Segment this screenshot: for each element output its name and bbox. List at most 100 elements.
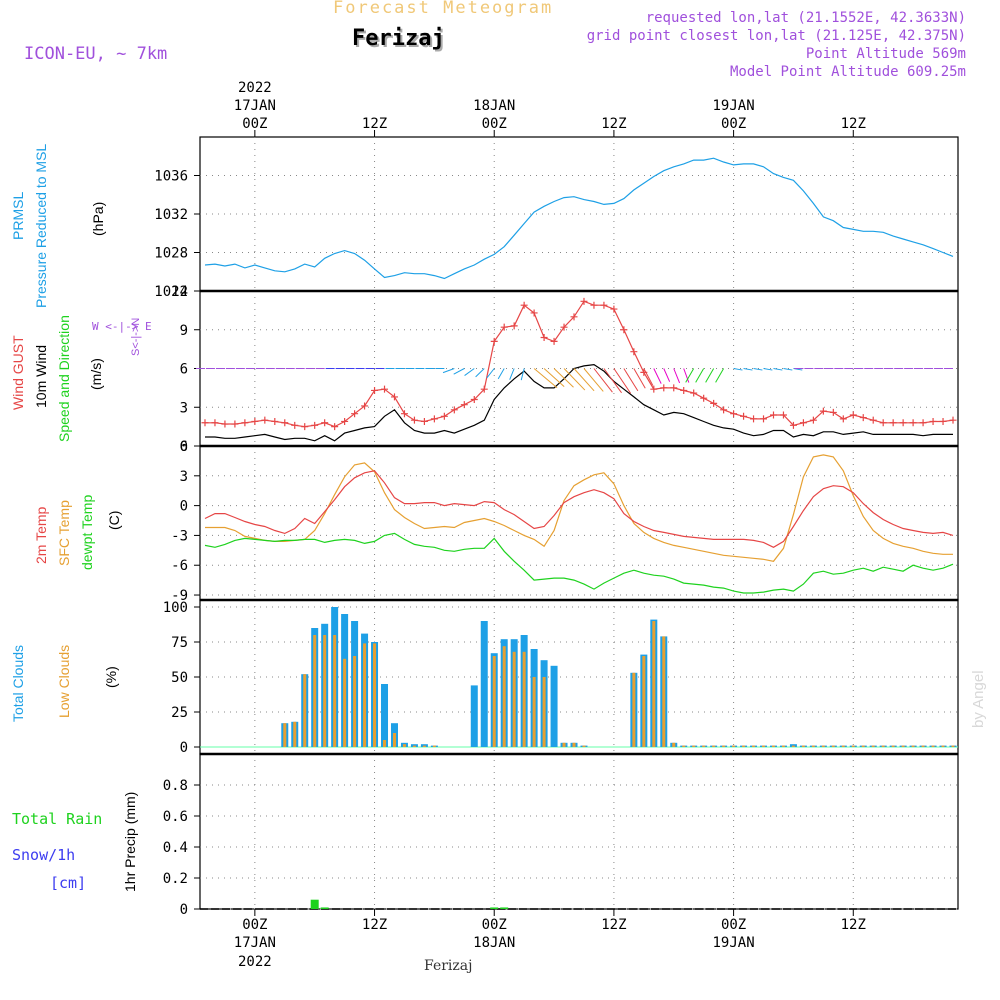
y-tick-label: 1036 (154, 169, 188, 185)
prmsl-label-2: Pressure Reduced to MSL (33, 143, 49, 308)
y-tick-label: 12 (171, 284, 188, 300)
y-tick-label: 0 (180, 740, 188, 756)
y-tick-label: 0 (180, 902, 188, 918)
t2m-line (204, 470, 954, 548)
wind-arrow (553, 368, 574, 388)
low-cloud-bar (941, 745, 945, 747)
dewpt-label: dewpt Temp (79, 494, 95, 570)
panel-frame (199, 753, 959, 910)
y-tick-label: 1028 (154, 246, 188, 262)
x-tick-label-bottom: 12Z (841, 917, 866, 933)
gust-marker (869, 416, 877, 424)
wind-arrow (613, 368, 632, 394)
x-tick-label-bottom: 00Z (242, 917, 267, 933)
gust-marker (201, 419, 209, 427)
low-cloud-bar (652, 621, 656, 747)
low-cloud-bar (742, 745, 746, 747)
y-tick-label: 0.2 (163, 871, 188, 887)
low-cloud-bar (502, 646, 506, 747)
low-cloud-bar (692, 745, 696, 747)
y-tick-label: 0.8 (163, 778, 188, 794)
low-cloud-bar (881, 745, 885, 747)
wind-arrow (763, 368, 773, 371)
gust-marker (730, 410, 738, 418)
low-cloud-bar (841, 745, 845, 747)
low-cloud-bar (323, 635, 327, 747)
wind-arrow (573, 368, 595, 392)
low-cloud-bar (732, 745, 736, 747)
low-cloud-bar (672, 742, 676, 747)
gust-marker (949, 416, 957, 424)
gust-marker (371, 386, 379, 394)
gust-marker (321, 419, 329, 427)
gust-marker (440, 412, 448, 420)
sfc-label: SFC Temp (56, 500, 72, 566)
x-tick-label-top: 00Z (721, 116, 746, 132)
gust-marker (221, 420, 229, 428)
x-year-label-top: 2022 (238, 80, 272, 96)
low-cloud-bar (512, 651, 516, 747)
low-cloud-bar (781, 745, 785, 747)
gust-marker (560, 323, 568, 331)
wind-arrow (705, 368, 715, 383)
low-cloud-bar (293, 721, 297, 747)
gust-marker (939, 417, 947, 425)
wind10-label: 10m Wind (33, 344, 49, 408)
wind-arrow (543, 368, 565, 387)
x-date-label-top: 19JAN (713, 98, 755, 114)
total-cloud-bar (480, 621, 488, 747)
wind-arrow (509, 368, 515, 380)
x-tick-label-bottom: 12Z (601, 917, 626, 933)
wind-arrow (653, 368, 662, 384)
snow-label: Snow/1h (12, 846, 76, 864)
rain-bar (320, 907, 329, 909)
gust-marker (281, 419, 289, 427)
gust-marker (819, 407, 827, 415)
gust-marker (550, 337, 558, 345)
x-date-label-top: 18JAN (473, 98, 515, 114)
gust-marker (769, 411, 777, 419)
model-name: ICON-EU, ~ 7km (24, 44, 168, 64)
model-point-altitude: Model Point Altitude 609.25m (729, 64, 966, 80)
gust-marker (381, 385, 389, 393)
gust-marker (680, 386, 688, 394)
low-cloud-bar (791, 745, 795, 747)
precip-unit: 1hr Precip (mm) (122, 791, 138, 892)
gust-marker (829, 408, 837, 416)
gust-marker (779, 411, 787, 419)
gust-marker (760, 415, 768, 423)
low-cloud-bar (801, 745, 805, 747)
gust-marker (750, 415, 758, 423)
low-cloud-bar (422, 745, 426, 747)
low-cloud-bar (383, 740, 387, 747)
t2m-label: 2m Temp (33, 506, 49, 564)
low-cloud-bar (771, 745, 775, 747)
rain-bar (490, 907, 499, 909)
x-tick-label-top: 00Z (242, 116, 267, 132)
gust-marker (570, 313, 578, 321)
gust-marker (630, 348, 638, 356)
gust-marker (700, 394, 708, 402)
y-tick-label: 0 (180, 439, 188, 455)
total-cloud-bar (550, 665, 558, 747)
gust-line (205, 300, 954, 428)
gust-marker (839, 415, 847, 423)
low-cloud-bar (762, 745, 766, 747)
wind-arrow (773, 368, 783, 371)
low-cloud-bar (373, 643, 377, 747)
y-tick-label: -3 (171, 528, 188, 544)
wind-arrow (603, 368, 622, 394)
x-tick-label-top: 00Z (482, 116, 507, 132)
gust-marker (251, 417, 259, 425)
gust-marker (530, 309, 538, 317)
wind-arrow (783, 368, 793, 371)
ms-unit: (m/s) (88, 358, 104, 390)
low-cloud-bar (891, 745, 895, 747)
low-cloud-bar (682, 745, 686, 747)
gust-marker (799, 419, 807, 427)
gust-marker (341, 417, 349, 425)
wind-arrow (533, 368, 558, 389)
gust-marker (610, 305, 618, 313)
y-tick-label: 6 (180, 439, 188, 455)
wind-arrow (753, 368, 763, 371)
